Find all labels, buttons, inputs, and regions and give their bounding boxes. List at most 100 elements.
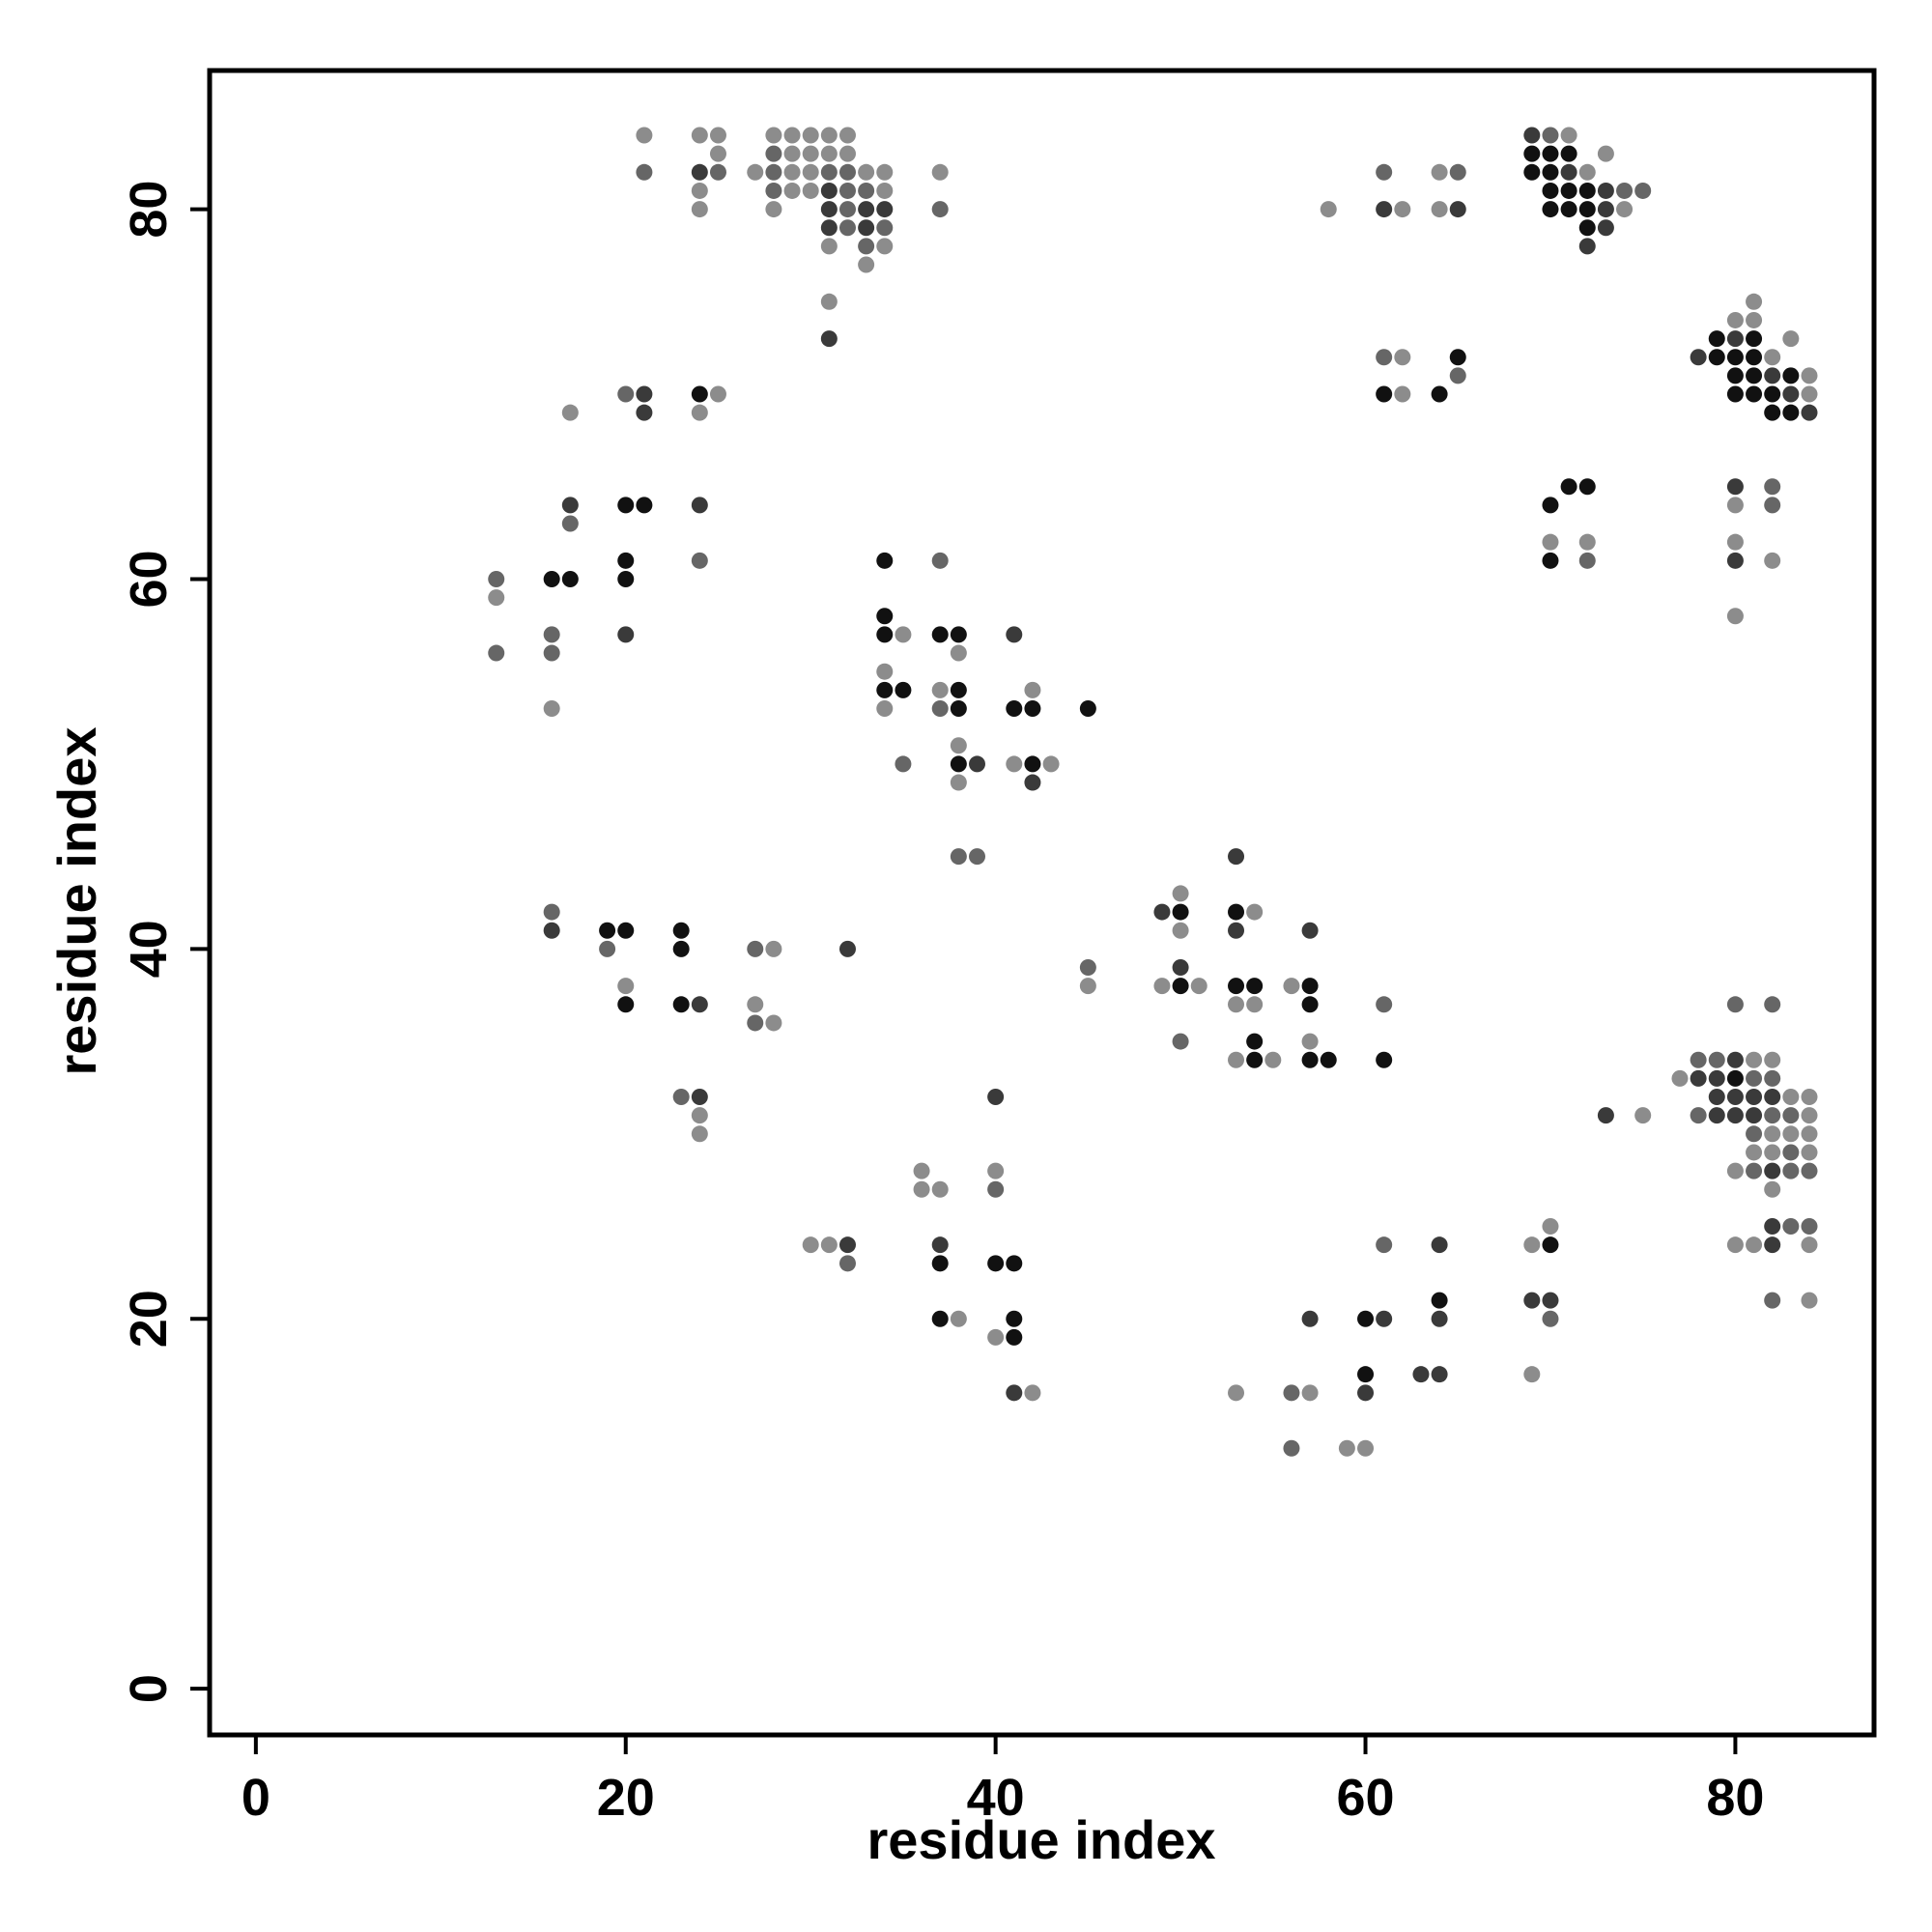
contact-point <box>950 848 967 866</box>
contact-point <box>1578 163 1596 181</box>
contact-point <box>820 330 838 348</box>
contact-point <box>1726 1089 1744 1106</box>
contact-point <box>1301 1384 1319 1402</box>
contact-point <box>968 848 985 866</box>
contact-point <box>876 608 894 625</box>
contact-point <box>691 201 708 218</box>
contact-point <box>1246 1051 1264 1068</box>
contact-point <box>1560 478 1577 496</box>
contact-point <box>876 552 894 569</box>
contact-point <box>1782 1162 1800 1179</box>
contact-point <box>1726 497 1744 514</box>
contact-point <box>950 699 967 717</box>
y-axis-label: residue index <box>46 726 107 1075</box>
contact-point <box>1597 182 1614 199</box>
data-points <box>488 127 1818 1457</box>
contact-point <box>1726 311 1744 328</box>
contact-point <box>858 219 875 237</box>
contact-point <box>1228 978 1245 995</box>
contact-point <box>1376 1051 1393 1068</box>
contact-point <box>1357 1310 1375 1327</box>
contact-point <box>543 922 560 939</box>
contact-point <box>691 404 708 421</box>
contact-point <box>987 1255 1005 1272</box>
x-axis-ticks: 0 20 40 60 80 <box>242 1735 1764 1827</box>
contact-point <box>709 385 726 403</box>
contact-point <box>820 145 838 162</box>
contact-point <box>1726 349 1744 366</box>
contact-point <box>1024 774 1041 791</box>
contact-point <box>1246 996 1264 1013</box>
contact-point <box>820 219 838 237</box>
contact-point <box>1523 1236 1541 1254</box>
contact-point <box>747 163 764 181</box>
contact-point <box>783 127 801 144</box>
contact-point <box>691 182 708 199</box>
contact-point <box>1523 1292 1541 1309</box>
contact-point <box>1228 1051 1245 1068</box>
x-axis-label: residue index <box>867 1809 1215 1870</box>
contact-point <box>636 127 653 144</box>
contact-point <box>1578 552 1596 569</box>
x-tick-label: 80 <box>1706 1769 1764 1827</box>
contact-point <box>1690 1051 1707 1068</box>
contact-point <box>1431 201 1448 218</box>
contact-point <box>691 163 708 181</box>
contact-point <box>931 681 949 698</box>
contact-point <box>1301 922 1319 939</box>
contact-point <box>783 163 801 181</box>
contact-point <box>1801 367 1818 384</box>
contact-point <box>950 681 967 698</box>
contact-point <box>1726 1107 1744 1124</box>
contact-point <box>802 127 819 144</box>
contact-point <box>691 1089 708 1106</box>
contact-point <box>488 570 505 587</box>
contact-point <box>1006 1255 1023 1272</box>
contact-point <box>1357 1366 1375 1383</box>
contact-point <box>543 626 560 643</box>
contact-point <box>1079 699 1096 717</box>
contact-point <box>1283 1439 1300 1457</box>
contact-point <box>838 201 856 218</box>
contact-point <box>950 774 967 791</box>
y-tick-label: 60 <box>120 550 178 608</box>
contact-point <box>543 570 560 587</box>
contact-point <box>617 996 635 1013</box>
contact-point <box>1042 755 1060 773</box>
contact-point <box>1764 349 1781 366</box>
contact-point <box>1024 1384 1041 1402</box>
contact-point <box>1690 349 1707 366</box>
contact-point <box>913 1180 930 1198</box>
contact-point <box>876 219 894 237</box>
contact-point <box>1301 978 1319 995</box>
contact-point <box>1024 755 1041 773</box>
contact-point <box>876 182 894 199</box>
contact-point <box>636 497 653 514</box>
contact-point <box>765 145 782 162</box>
contact-point <box>838 1236 856 1254</box>
contact-point <box>617 552 635 569</box>
contact-point <box>1764 1069 1781 1087</box>
contact-point <box>876 699 894 717</box>
contact-point <box>1726 552 1744 569</box>
contact-point <box>1708 1069 1725 1087</box>
y-tick-label: 80 <box>120 181 178 239</box>
contact-point <box>1376 996 1393 1013</box>
contact-point <box>1228 996 1245 1013</box>
contact-point <box>858 163 875 181</box>
contact-point <box>1024 699 1041 717</box>
contact-point <box>838 219 856 237</box>
contact-point <box>691 1107 708 1124</box>
contact-point <box>1431 1310 1448 1327</box>
contact-point <box>1578 533 1596 551</box>
contact-point <box>1283 978 1300 995</box>
contact-point <box>950 737 967 754</box>
contact-point <box>820 238 838 255</box>
contact-point <box>876 201 894 218</box>
contact-point <box>1801 1125 1818 1143</box>
contact-point <box>931 1255 949 1272</box>
contact-point <box>709 163 726 181</box>
contact-point <box>1024 681 1041 698</box>
contact-point <box>561 570 579 587</box>
